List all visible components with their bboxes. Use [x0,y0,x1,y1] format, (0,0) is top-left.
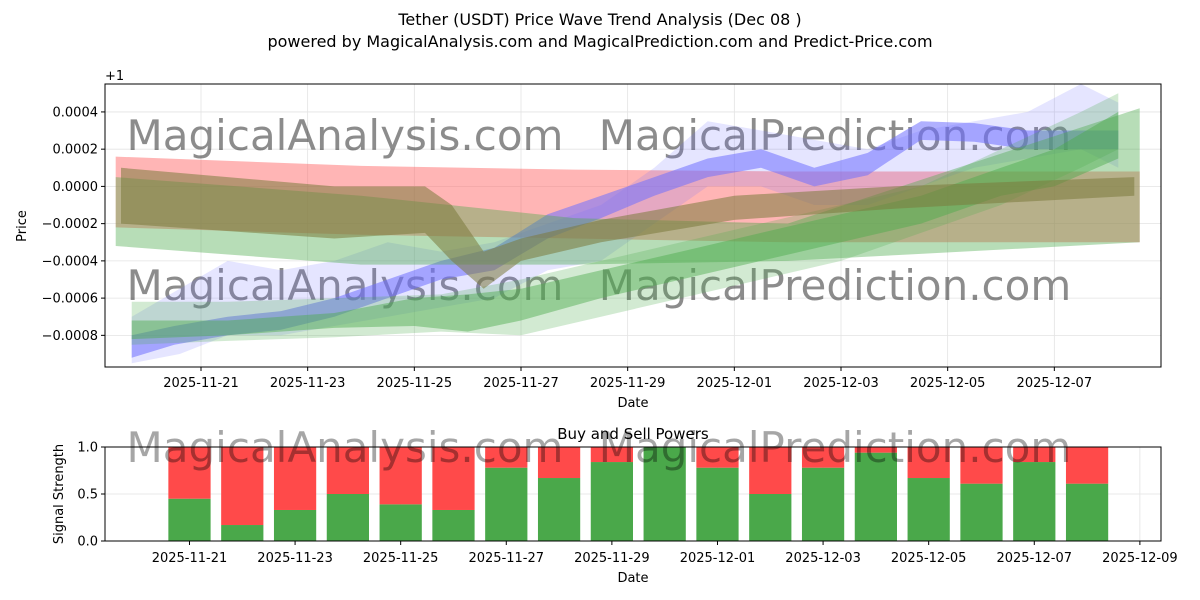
buy-bar [590,462,633,541]
buy-bar [696,467,739,541]
sell-bar [1013,447,1056,463]
signal-x-tick-label: 2025-11-29 [574,551,650,566]
price-bands [115,84,1140,364]
sell-bar [854,447,897,453]
price-y-tick-label: −0.0006 [42,292,98,307]
price-offset-label: +1 [105,69,124,84]
signal-x-tick-label: 2025-12-09 [1102,551,1178,566]
price-band-green_wave_light [131,93,1119,345]
signal-x-tick-label: 2025-11-23 [257,551,333,566]
sell-bar [749,447,792,494]
price-x-tick-label: 2025-12-05 [910,376,986,391]
signal-bars [168,447,1109,541]
buy-bar [854,452,897,541]
price-y-tick-label: 0.0004 [53,105,99,120]
watermark-text: MagicalAnalysis.com [127,111,564,160]
signal-x-tick-label: 2025-12-05 [891,551,967,566]
sell-bar [696,447,739,468]
price-x-tick-label: 2025-11-21 [163,376,239,391]
signal-chart-title: Buy and Sell Powers [557,425,709,443]
signal-x-tick-label: 2025-12-07 [996,551,1072,566]
price-x-tick-label: 2025-11-23 [270,376,346,391]
buy-bar [801,467,845,541]
signal-y-ticks: 0.0 0.5 1.0 [77,441,105,550]
buy-bar [485,467,528,541]
watermark-text: MagicalPrediction.com [599,261,1072,310]
signal-x-tick-label: 2025-12-01 [680,551,756,566]
signal-x-tick-label: 2025-11-21 [152,551,228,566]
price-x-axis-label: Date [617,396,648,411]
sell-bar [432,447,475,510]
signal-x-ticks: 2025-11-21 2025-11-23 2025-11-25 2025-11-27… [152,541,1178,566]
signal-y-axis-label: Signal Strength [52,444,67,544]
sell-bar [537,447,581,479]
price-y-ticks: −0.0008 −0.0006 −0.0004 −0.0002 0.0000 0.0002… [42,105,105,344]
sell-bar [379,447,422,505]
price-x-tick-label: 2025-12-07 [1017,376,1093,391]
price-chart: MagicalAnalysis.com MagicalPrediction.com… [15,69,1162,411]
sell-bar [326,447,369,494]
buy-bar [1065,483,1109,541]
buy-bar [907,478,950,541]
price-x-tick-label: 2025-11-27 [483,376,559,391]
buy-bar [643,447,686,541]
signal-x-tick-label: 2025-11-25 [363,551,439,566]
sell-bar [168,447,211,499]
price-x-tick-label: 2025-12-01 [697,376,773,391]
signal-y-tick-label: 1.0 [77,441,98,456]
sell-bar [801,447,845,468]
sell-bar [485,447,528,468]
price-x-tick-label: 2025-12-03 [803,376,879,391]
signal-y-tick-label: 0.0 [77,535,98,550]
signal-x-axis-label: Date [617,571,648,586]
price-y-tick-label: −0.0002 [42,217,98,232]
buy-bar [168,498,211,541]
buy-bar [273,509,317,541]
buy-bar [432,509,475,541]
buy-bar [537,478,581,541]
buy-bar [960,483,1003,541]
chart-title-line2: powered by MagicalAnalysis.com and Magic… [267,32,932,51]
sell-bar [273,447,317,510]
price-band-olive_wave [121,167,1135,289]
price-y-tick-label: −0.0004 [42,254,98,269]
sell-bar [960,447,1003,484]
buy-bar [1013,462,1056,541]
sell-bar [907,447,950,479]
buy-bar [326,494,369,541]
signal-x-tick-label: 2025-12-03 [785,551,861,566]
price-y-axis-label: Price [15,210,30,242]
price-y-tick-label: 0.0002 [53,143,99,158]
sell-bar [221,447,264,526]
price-y-tick-label: −0.0008 [42,329,98,344]
chart-title-line1: Tether (USDT) Price Wave Trend Analysis … [397,10,801,29]
sell-bar [1065,447,1109,484]
signal-x-tick-label: 2025-11-27 [468,551,544,566]
buy-bar [221,525,264,541]
signal-chart: Buy and Sell Powers MagicalAnalysis.com M… [52,423,1178,586]
signal-y-tick-label: 0.5 [77,488,98,503]
price-x-ticks: 2025-11-21 2025-11-23 2025-11-25 2025-11-27… [163,367,1092,391]
buy-bar [749,494,792,541]
price-band-blue_wave_main [131,121,1119,358]
price-y-tick-label: 0.0000 [53,180,99,195]
price-x-tick-label: 2025-11-25 [377,376,453,391]
price-plot-frame [104,83,1162,368]
sell-bar [590,447,633,463]
buy-bar [379,504,422,541]
price-x-tick-label: 2025-11-29 [590,376,666,391]
